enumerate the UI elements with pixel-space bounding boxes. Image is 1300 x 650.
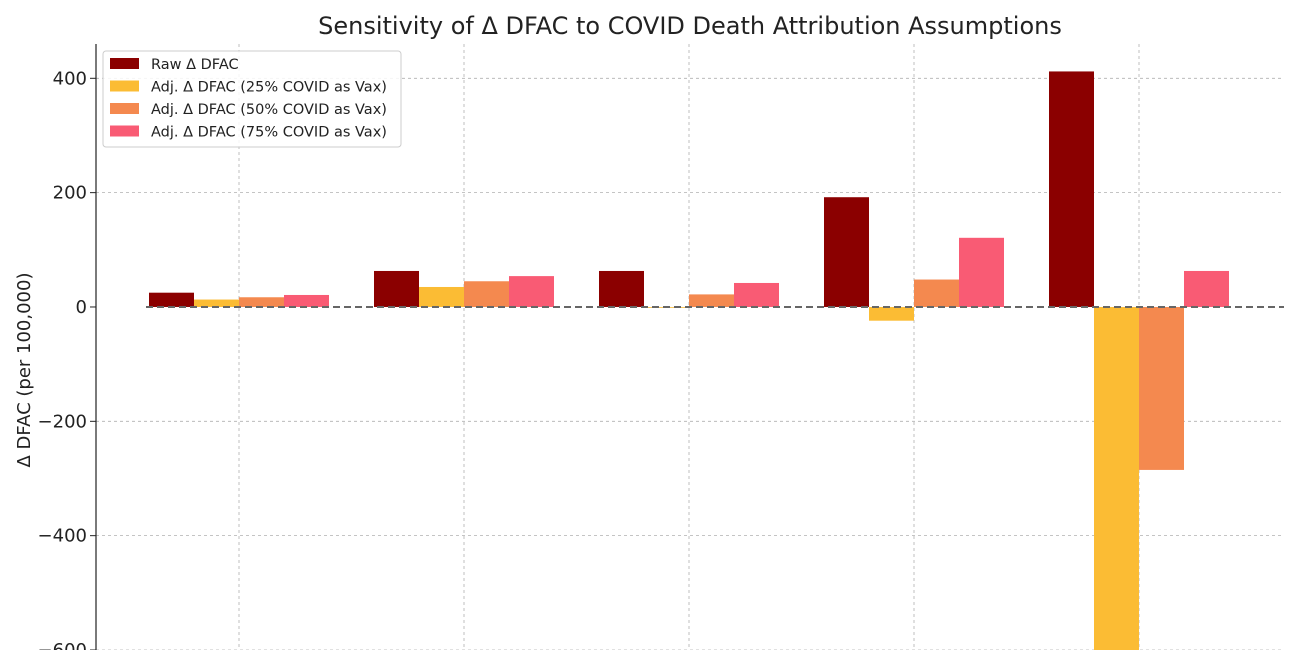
y-tick-label: −400 (38, 526, 87, 547)
bar (509, 276, 554, 307)
y-tick-label: 0 (76, 297, 87, 318)
y-tick-label: −600 (38, 640, 87, 650)
bar (419, 286, 464, 307)
bar (1184, 270, 1229, 307)
bars-layer (149, 71, 1229, 650)
bar (599, 270, 644, 307)
legend-frame (102, 50, 402, 148)
bar (1139, 306, 1184, 470)
chart-title: Sensitivity of Δ DFAC to COVID Death Att… (318, 12, 1062, 40)
bar (284, 294, 329, 307)
bar (194, 299, 239, 307)
bar (1094, 306, 1139, 650)
legend-label: Adj. Δ DFAC (50% COVID as Vax) (151, 102, 387, 118)
bar (869, 306, 914, 321)
legend-swatch (110, 58, 139, 69)
legend-label: Adj. Δ DFAC (25% COVID as Vax) (151, 80, 387, 96)
bar (824, 197, 869, 307)
axis-layer: −600 −400 −200 0 200 400 (38, 44, 1284, 650)
legend: Raw Δ DFAC Adj. Δ DFAC (25% COVID as Vax)… (102, 50, 402, 148)
bar (374, 270, 419, 307)
bar (914, 279, 959, 307)
bar (689, 294, 734, 307)
legend-swatch (110, 125, 139, 137)
legend-swatch (110, 80, 139, 92)
bar (464, 281, 509, 307)
bar (1049, 71, 1094, 307)
legend-label: Raw Δ DFAC (151, 57, 239, 73)
legend-swatch (110, 103, 139, 114)
bar (734, 282, 779, 307)
bar (239, 297, 284, 307)
y-axis-label: Δ DFAC (per 100,000) (14, 273, 35, 468)
legend-label: Adj. Δ DFAC (75% COVID as Vax) (151, 125, 387, 141)
y-tick-label: 400 (53, 68, 87, 89)
y-tick-label: −200 (38, 411, 87, 432)
y-tick-label: 200 (53, 183, 87, 204)
bar (959, 237, 1004, 307)
bar (149, 292, 194, 307)
